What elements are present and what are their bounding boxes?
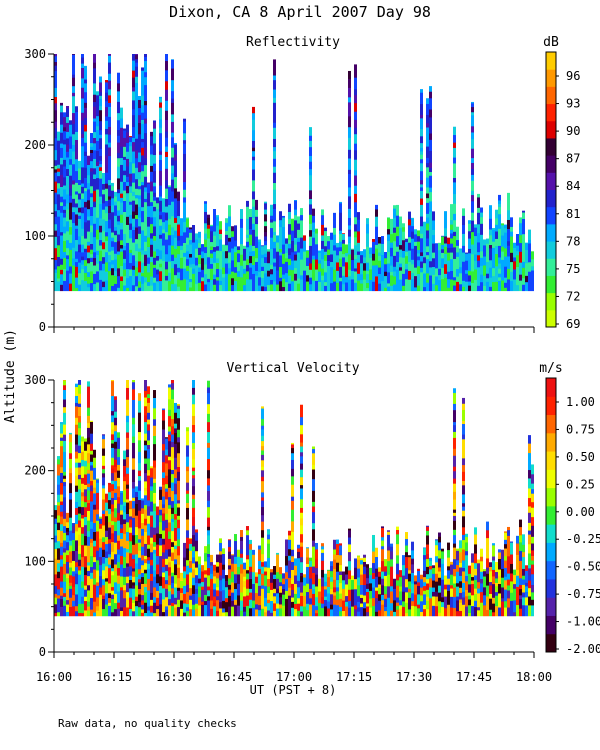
colorbar-swatch (546, 597, 556, 616)
colorbar-swatch (546, 241, 556, 259)
colorbar-tick-label: 0.50 (566, 450, 595, 464)
data-field (54, 54, 534, 292)
colorbar-swatch (546, 615, 556, 635)
colorbar-swatch (546, 524, 556, 543)
colorbar-swatch (546, 469, 556, 489)
x-axis-label: UT (PST + 8) (250, 683, 337, 697)
colorbar-tick-label: 90 (566, 124, 580, 138)
x-tick-label: 16:00 (36, 670, 72, 684)
reflectivity-plot-area (54, 54, 534, 292)
colorbar-tick-label: 87 (566, 152, 580, 166)
reflectivity-colorbar: dB 69 72 75 78 81 84 87 90 93 96 (543, 35, 580, 331)
footnote: Raw data, no quality checks (58, 717, 237, 730)
reflectivity-colorbar-units: dB (543, 35, 559, 50)
colorbar-swatch (546, 223, 556, 242)
x-tick-label: 18:00 (516, 670, 552, 684)
colorbar-swatch (546, 378, 556, 397)
colorbar-tick-label: 0.25 (566, 477, 595, 491)
colorbar-tick-label: -2.00 (566, 642, 600, 656)
velocity-panel: Vertical Velocity 0 100 200 300 16:00 16:15 16… (24, 361, 600, 684)
figure-title: Dixon, CA 8 April 2007 Day 98 (169, 3, 431, 21)
colorbar-tick-label: 93 (566, 97, 580, 111)
y-tick-label: 0 (39, 320, 46, 334)
x-tick-label: 16:45 (216, 670, 252, 684)
colorbar-swatch (546, 633, 556, 653)
colorbar-tick-label: -1.00 (566, 615, 600, 629)
colorbar-swatch (546, 172, 556, 190)
x-tick-label: 17:45 (456, 670, 492, 684)
y-tick-label: 300 (24, 373, 46, 387)
colorbar-swatch (546, 69, 556, 87)
colorbar-tick-label: 69 (566, 317, 580, 331)
colorbar-tick-label: -0.50 (566, 560, 600, 574)
colorbar-swatch (546, 120, 556, 139)
y-tick-label: 100 (24, 229, 46, 243)
velocity-axes: 0 100 200 300 16:00 16:15 16:30 16:45 17:00 17:15… (24, 373, 552, 684)
colorbar-swatch (546, 578, 556, 598)
colorbar-swatch (546, 155, 556, 173)
colorbar-swatch (546, 432, 556, 452)
reflectivity-axes: 0 100 200 300 (24, 47, 535, 334)
colorbar-swatch (546, 396, 556, 416)
y-axis-label: Altitude (m) (3, 329, 18, 423)
colorbar-swatch (546, 258, 556, 276)
colorbar-swatch (546, 487, 556, 507)
colorbar-swatch (546, 560, 556, 580)
colorbar-tick-label: 96 (566, 69, 580, 83)
x-tick-label: 17:15 (336, 670, 372, 684)
colorbar-swatch (546, 451, 556, 470)
y-tick-label: 300 (24, 47, 46, 61)
x-tick-label: 17:30 (396, 670, 432, 684)
data-field (54, 380, 534, 617)
colorbar-tick-label: -0.75 (566, 587, 600, 601)
y-tick-label: 0 (39, 645, 46, 659)
colorbar-swatch (546, 189, 556, 208)
y-tick-label: 200 (24, 138, 46, 152)
y-tick-label: 100 (24, 554, 46, 568)
colorbar-tick-label: 84 (566, 179, 580, 193)
velocity-title: Vertical Velocity (226, 361, 359, 376)
colorbar-tick-label: 0.00 (566, 505, 595, 519)
colorbar-swatch (546, 309, 556, 328)
x-tick-label: 16:30 (156, 670, 192, 684)
colorbar-swatch (546, 505, 556, 525)
colorbar-tick-label: 0.75 (566, 422, 595, 436)
colorbar-tick-label: 72 (566, 289, 580, 303)
velocity-plot-area (54, 380, 534, 617)
colorbar-swatch (546, 206, 556, 225)
reflectivity-panel: Reflectivity 0 100 200 300 dB 69 72 75 78 81 84 8… (24, 35, 580, 334)
reflectivity-title: Reflectivity (246, 35, 340, 50)
colorbar-swatch (546, 137, 556, 156)
y-tick-label: 200 (24, 464, 46, 478)
colorbar-swatch (546, 275, 556, 294)
colorbar-swatch (546, 103, 556, 122)
colorbar-tick-label: 81 (566, 207, 580, 221)
colorbar-tick-label: -0.25 (566, 532, 600, 546)
colorbar-tick-label: 75 (566, 262, 580, 276)
colorbar-tick-label: 78 (566, 234, 580, 248)
colorbar-swatch (546, 414, 556, 434)
colorbar-swatch (546, 542, 556, 562)
velocity-colorbar-units: m/s (539, 361, 562, 376)
x-tick-label: 16:15 (96, 670, 132, 684)
colorbar-tick-label: 1.00 (566, 395, 595, 409)
colorbar-frame (545, 51, 557, 328)
colorbar-swatch (546, 292, 556, 311)
colorbar-frame (545, 377, 557, 653)
colorbar-swatch (546, 52, 556, 70)
velocity-colorbar: m/s -2.00 -1.00 -0.75 -0.50 -0.25 0.00 0.25 0.5… (539, 361, 600, 656)
x-tick-label: 17:00 (276, 670, 312, 684)
colorbar-swatch (546, 86, 556, 105)
